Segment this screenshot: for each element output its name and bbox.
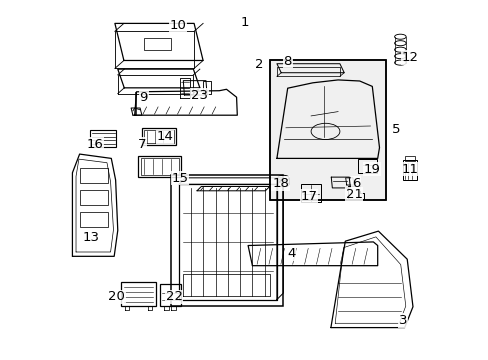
Text: 1: 1 <box>240 16 248 29</box>
Text: 16: 16 <box>86 138 103 150</box>
Bar <box>270 60 385 200</box>
Bar <box>144 130 173 143</box>
Text: 17: 17 <box>300 190 317 203</box>
Text: 8: 8 <box>283 55 291 68</box>
Bar <box>404 156 414 161</box>
Bar <box>90 130 116 147</box>
Bar <box>301 184 321 202</box>
Text: 19: 19 <box>363 163 380 176</box>
Text: 7: 7 <box>137 138 146 150</box>
Text: 4: 4 <box>286 247 295 260</box>
Text: 11: 11 <box>401 163 418 176</box>
Bar <box>143 38 170 50</box>
Bar <box>80 190 108 205</box>
Bar <box>121 282 155 306</box>
Bar <box>270 60 385 200</box>
Text: 6: 6 <box>351 177 360 190</box>
Text: 13: 13 <box>83 231 100 244</box>
Text: 21: 21 <box>345 188 362 201</box>
Text: 2: 2 <box>254 58 263 71</box>
Text: 22: 22 <box>165 291 183 303</box>
Text: 9: 9 <box>139 91 147 104</box>
Bar <box>142 128 176 145</box>
Bar <box>402 160 416 180</box>
Text: 10: 10 <box>169 19 186 32</box>
Text: 18: 18 <box>271 177 288 190</box>
Bar <box>80 168 108 183</box>
Bar <box>138 156 181 177</box>
Text: 20: 20 <box>108 291 125 303</box>
Text: 5: 5 <box>391 123 399 136</box>
Text: 12: 12 <box>401 51 418 64</box>
Text: 15: 15 <box>171 172 188 185</box>
Ellipse shape <box>277 182 288 187</box>
Bar <box>171 175 282 306</box>
Bar <box>357 159 377 173</box>
Bar <box>160 284 181 306</box>
Bar <box>141 158 179 175</box>
Bar <box>80 212 108 227</box>
Text: 3: 3 <box>398 314 407 327</box>
Text: 23: 23 <box>191 89 207 102</box>
Text: 14: 14 <box>157 130 173 143</box>
